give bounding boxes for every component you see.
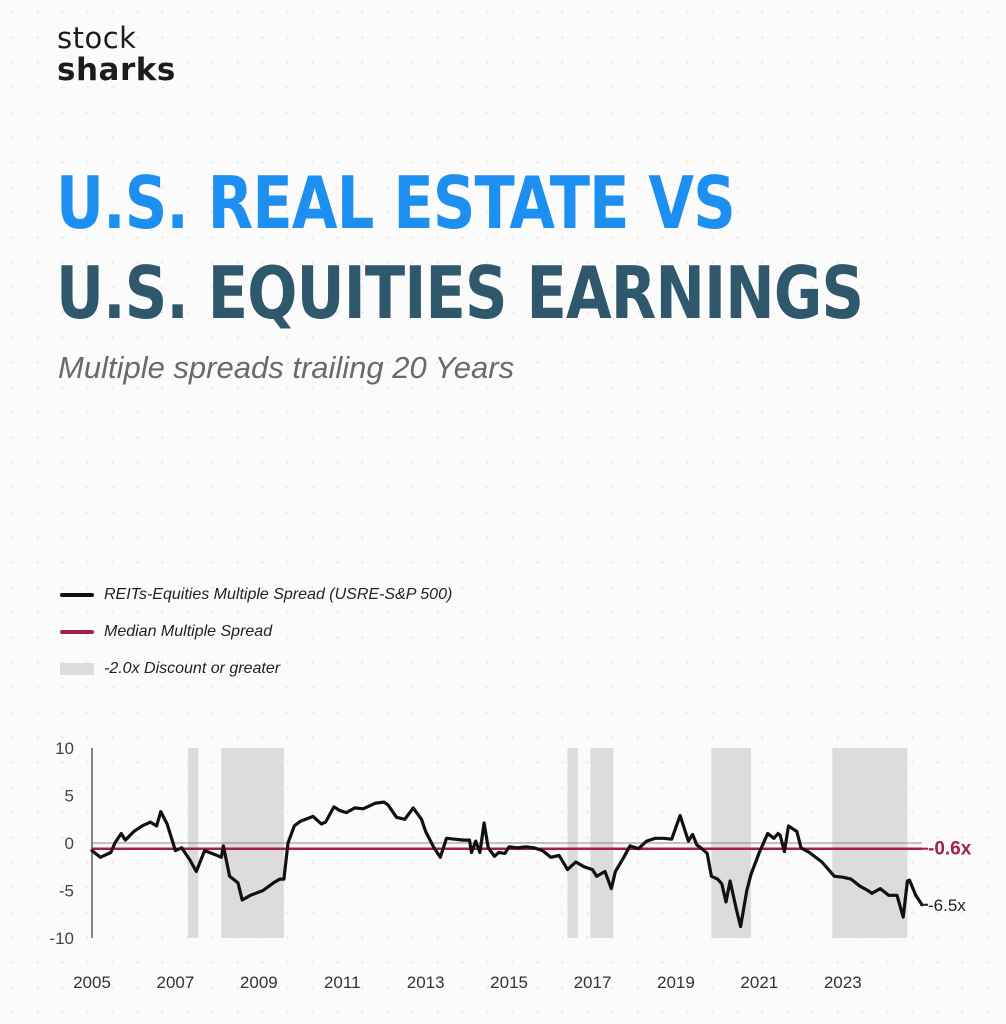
legend-item-median: Median Multiple Spread: [60, 613, 452, 650]
title-line-2: U.S. EQUITIES EARNINGS: [56, 251, 864, 335]
y-tick-label-0: 10: [55, 739, 74, 758]
legend-label-discount: -2.0x Discount or greater: [104, 659, 281, 677]
series-line-0: [90, 800, 924, 929]
x-tick-label-9: 2023: [824, 973, 862, 992]
x-tick-label-7: 2019: [657, 973, 695, 992]
x-tick-label-2: 2009: [240, 973, 278, 992]
annotation-label-1: -6.5x: [928, 896, 966, 915]
legend-label-spread: REITs-Equities Multiple Spread (USRE-S&P…: [104, 585, 453, 603]
x-tick-label-5: 2015: [490, 973, 528, 992]
y-tick-label-3: -5: [59, 882, 74, 901]
annotation-label-0: -0.6x: [928, 839, 972, 860]
x-tick-label-4: 2013: [407, 973, 445, 992]
x-tick-label-0: 2005: [73, 973, 111, 992]
legend-label-median: Median Multiple Spread: [104, 622, 273, 640]
y-tick-label-1: 5: [65, 787, 74, 806]
brand-logo: stock sharks: [57, 24, 176, 86]
y-tick-label-4: -10: [49, 929, 74, 948]
legend-swatch-median: [60, 629, 94, 634]
page-subtitle: Multiple spreads trailing 20 Years: [58, 350, 515, 385]
brand-logo-line2: sharks: [57, 52, 176, 88]
legend-item-spread: REITs-Equities Multiple Spread (USRE-S&P…: [60, 576, 452, 613]
y-tick-label-2: 0: [65, 834, 74, 853]
legend-swatch-discount: [60, 662, 94, 675]
x-tick-label-6: 2017: [574, 973, 612, 992]
title-line-1: U.S. REAL ESTATE VS: [56, 161, 736, 245]
legend-swatch-spread: [60, 592, 94, 597]
spread-line-chart: 10 5 0 -5 -10 2005 2007 2009 2011 2013 2015 2017 201…: [49, 739, 972, 992]
chart-legend: REITs-Equities Multiple Spread (USRE-S&P…: [60, 576, 452, 687]
page-title: U.S. REAL ESTATE VS U.S. EQUITIES EARNIN…: [56, 158, 864, 338]
x-tick-label-1: 2007: [157, 973, 195, 992]
legend-item-discount: -2.0x Discount or greater: [60, 650, 452, 687]
x-tick-label-8: 2021: [740, 973, 778, 992]
brand-logo-line1: stock: [57, 21, 137, 55]
x-tick-label-3: 2011: [324, 973, 361, 992]
